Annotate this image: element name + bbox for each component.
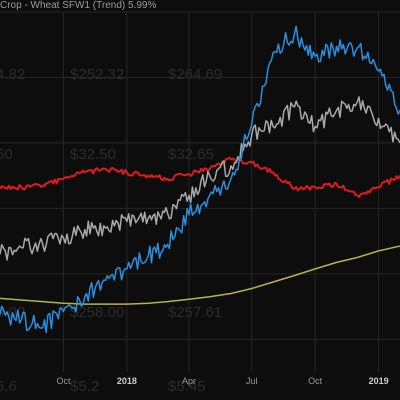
bg-value: $252.32 (70, 66, 125, 83)
x-tick-label: Apr (182, 376, 196, 386)
x-tick-label: Oct (56, 376, 71, 386)
bg-value: 5.6 (0, 378, 17, 395)
series-layer (0, 25, 400, 334)
bg-value: $264.69 (168, 66, 223, 83)
chart-title: Crop - Wheat SFW1 (Trend) 5.99% (0, 0, 157, 11)
bg-value: 50 (0, 146, 13, 163)
bg-value: $5.45 (168, 378, 206, 395)
bg-value: $258.00 (70, 304, 125, 321)
grey-series-line (0, 96, 400, 261)
x-axis-ticks: Oct 2018 Apr Jul Oct 2019 (56, 376, 388, 386)
bg-value: 4.82 (0, 66, 26, 83)
bg-value: $32.50 (70, 146, 116, 163)
red-series-line (0, 156, 400, 198)
x-tick-label: 2019 (369, 376, 389, 386)
bg-value: $32.65 (168, 146, 214, 163)
x-tick-label: 2018 (117, 376, 137, 386)
olive-series-line (0, 245, 400, 305)
gridlines (0, 11, 400, 372)
x-tick-label: Oct (308, 376, 323, 386)
blue-series-line (0, 25, 400, 334)
x-tick-label: Jul (246, 376, 258, 386)
bg-value: $257.61 (168, 304, 223, 321)
bg-value: $5.2 (70, 378, 100, 395)
